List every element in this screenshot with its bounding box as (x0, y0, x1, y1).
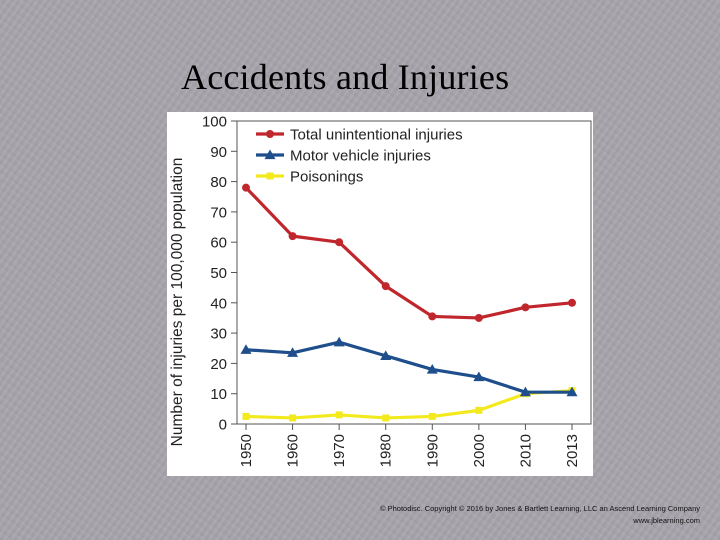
y-tick-label: 30 (210, 326, 227, 343)
series-line (244, 186, 573, 320)
data-point (382, 414, 390, 422)
publisher-url: www.jblearning.com (633, 516, 700, 525)
data-point (475, 406, 483, 414)
data-point (474, 313, 483, 322)
series-total-unintentional-injuries (242, 183, 576, 322)
y-axis-label: Number of injuries per 100,000 populatio… (169, 158, 186, 447)
y-tick-label: 40 (210, 295, 227, 312)
y-tick-label: 20 (210, 356, 227, 373)
x-tick-label: 1980 (378, 434, 395, 467)
copyright-line: © Photodisc. Copyright © 2016 by Jones &… (380, 504, 700, 513)
legend: Total unintentional injuries Motor vehicl… (256, 127, 463, 186)
data-point (521, 303, 530, 312)
series-poisonings (242, 387, 576, 422)
legend-label: Poisonings (290, 169, 363, 186)
series-motor-vehicle-injuries (240, 336, 578, 397)
copyright-notice: © Photodisc. Copyright © 2016 by Jones &… (330, 503, 700, 527)
data-point (519, 386, 531, 397)
x-tick-label: 1960 (285, 434, 302, 467)
x-tick-label: 1950 (238, 434, 255, 467)
data-point (242, 412, 250, 420)
y-tick-label: 70 (210, 204, 227, 221)
y-tick-label: 10 (210, 386, 227, 403)
data-point (428, 312, 437, 321)
x-tick-label: 1970 (331, 434, 348, 467)
data-point (242, 183, 250, 192)
data-point (335, 411, 343, 419)
y-tick-label: 80 (210, 174, 227, 191)
series-layer (240, 183, 578, 422)
chart-panel: Number of injuries per 100,000 populatio… (167, 112, 593, 476)
data-point (288, 232, 297, 241)
series-line (245, 340, 572, 394)
legend-label: Motor vehicle injuries (290, 148, 431, 165)
data-point (473, 371, 485, 382)
data-point (568, 298, 576, 307)
y-axis: 0 10 20 30 40 50 60 70 80 90 100 (202, 114, 237, 434)
y-tick-label: 90 (210, 144, 227, 161)
data-point (428, 412, 436, 420)
data-point (566, 386, 578, 397)
y-tick-label: 0 (219, 417, 227, 434)
slide-title: Accidents and Injuries (181, 57, 510, 97)
data-point (333, 336, 345, 347)
y-tick-label: 60 (210, 235, 227, 252)
data-point (289, 414, 297, 422)
x-tick-label: 2000 (471, 434, 488, 467)
data-point (240, 344, 252, 354)
legend-label: Total unintentional injuries (290, 127, 463, 144)
data-point (426, 363, 438, 374)
data-point (381, 282, 390, 291)
x-tick-label: 2013 (564, 434, 581, 467)
x-tick-label: 2010 (517, 434, 534, 467)
legend-marker (266, 130, 274, 138)
x-tick-label: 1990 (424, 434, 441, 467)
x-axis: 1950 1960 1970 1980 1990 2000 2010 2013 (238, 424, 581, 467)
line-chart: Number of injuries per 100,000 populatio… (169, 114, 592, 467)
series-line (245, 389, 573, 420)
plot-frame (236, 120, 592, 425)
y-tick-label: 100 (202, 114, 227, 131)
y-tick-label: 50 (210, 265, 227, 282)
data-point (380, 350, 392, 360)
data-point (335, 238, 344, 247)
plot-border (236, 120, 592, 425)
legend-marker (264, 149, 276, 160)
legend-marker (266, 172, 274, 180)
data-point (287, 347, 299, 357)
